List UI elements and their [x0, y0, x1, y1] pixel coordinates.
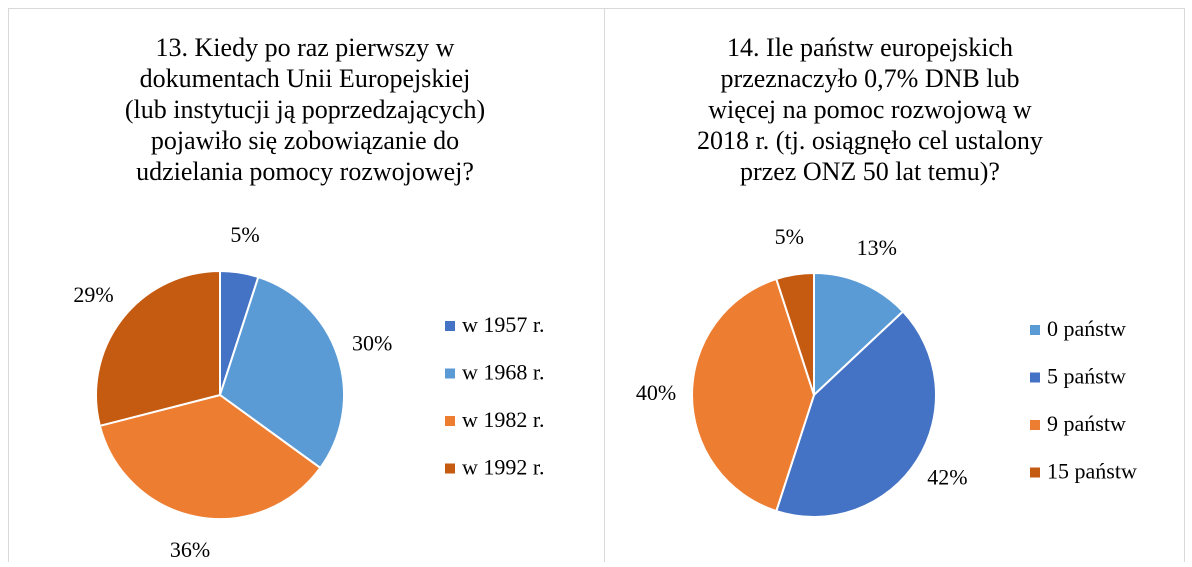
legend-label: 9 państw — [1047, 411, 1126, 436]
legend-swatch — [1030, 420, 1040, 430]
legend-label: w 1982 r. — [462, 407, 545, 432]
chart-title: dokumentach Unii Europejskiej — [140, 64, 471, 93]
pie-slice — [775, 310, 937, 518]
legend-swatch — [1030, 372, 1040, 383]
chart-title: przeznaczyło 0,7% DNB lub — [721, 64, 1020, 93]
data-label: 40% — [636, 380, 676, 405]
legend-label: 15 państw — [1047, 459, 1137, 484]
panel-border — [604, 8, 1185, 567]
chart-title: pojawiło się zobowiązanie do — [151, 126, 459, 155]
data-label: 36% — [170, 537, 210, 562]
data-label: 42% — [927, 465, 967, 490]
chart-title: 13. Kiedy po raz pierwszy w — [156, 33, 455, 62]
chart-title: przez ONZ 50 lat temu)? — [740, 157, 1000, 186]
pie-slice — [775, 271, 815, 396]
legend-label: w 1992 r. — [462, 455, 545, 480]
data-label: 29% — [73, 282, 113, 307]
chart-title: 14. Ile państw europejskich — [727, 33, 1013, 62]
data-label: 5% — [775, 224, 804, 249]
pie-slice — [218, 275, 345, 470]
pie-slice — [95, 269, 221, 428]
chart-title: udzielania pomocy rozwojowej? — [136, 157, 474, 186]
legend-swatch — [1030, 467, 1040, 478]
data-label: 13% — [857, 235, 897, 260]
legend-label: w 1957 r. — [462, 312, 545, 337]
legend-label: w 1968 r. — [462, 360, 545, 385]
legend-label: 5 państw — [1047, 364, 1126, 389]
legend-swatch — [445, 368, 455, 379]
chart-title: więcej na pomoc rozwojową w — [708, 95, 1032, 124]
legend-swatch — [445, 416, 455, 426]
chart-title: (lub instytucji ją poprzedzających) — [125, 95, 485, 124]
legend-swatch — [445, 463, 455, 474]
legend-swatch — [445, 321, 455, 331]
legend-swatch — [1030, 325, 1040, 335]
legend-label: 0 państw — [1047, 316, 1126, 341]
pie-slice — [813, 271, 905, 398]
data-label: 5% — [230, 222, 259, 247]
pie-slice — [98, 393, 322, 520]
chart-title: 2018 r. (tj. osiągnęło cel ustalony — [697, 126, 1043, 155]
pie-slice — [691, 277, 816, 513]
data-label: 30% — [352, 331, 392, 356]
